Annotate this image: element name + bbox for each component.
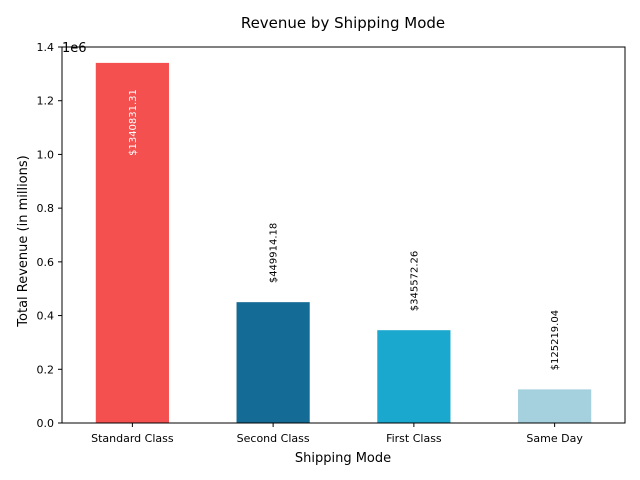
y-tick-label: 0.6 xyxy=(37,256,55,269)
bar-standard-class xyxy=(95,62,169,423)
data-label: $449914.18 xyxy=(269,223,280,283)
bar-first-class xyxy=(377,330,451,423)
x-axis: Standard Class Second Class First Class Sam… xyxy=(91,423,583,445)
data-labels-layer: $1340831.31 $449914.18 $345572.26 $125219.0… xyxy=(128,89,561,370)
bars-layer xyxy=(95,62,592,423)
chart-title: Revenue by Shipping Mode xyxy=(241,14,445,32)
y-tick-label: 1.4 xyxy=(37,41,55,54)
y-axis-label: Total Revenue (in millions) xyxy=(16,155,31,327)
y-axis: 0.0 0.2 0.4 0.6 0.8 1.0 1.2 1.4 xyxy=(37,41,62,430)
data-label: $125219.04 xyxy=(550,310,561,370)
x-tick-label: Same Day xyxy=(526,432,583,445)
x-tick-label: First Class xyxy=(386,432,442,445)
y-tick-label: 1.2 xyxy=(37,95,55,108)
bar-same-day xyxy=(518,389,592,423)
y-tick-label: 1.0 xyxy=(37,148,55,161)
y-offset-label: 1e6 xyxy=(62,41,87,56)
x-axis-label: Shipping Mode xyxy=(295,451,391,466)
y-tick-label: 0.8 xyxy=(37,202,55,215)
x-tick-label: Second Class xyxy=(237,432,310,445)
bar-second-class xyxy=(236,302,310,423)
data-label: $1340831.31 xyxy=(128,89,139,156)
y-tick-label: 0.2 xyxy=(37,363,55,376)
x-tick-label: Standard Class xyxy=(91,432,174,445)
y-tick-label: 0.0 xyxy=(37,417,55,430)
data-label: $345572.26 xyxy=(409,251,420,311)
y-tick-label: 0.4 xyxy=(37,310,55,323)
plot-frame xyxy=(61,46,626,424)
